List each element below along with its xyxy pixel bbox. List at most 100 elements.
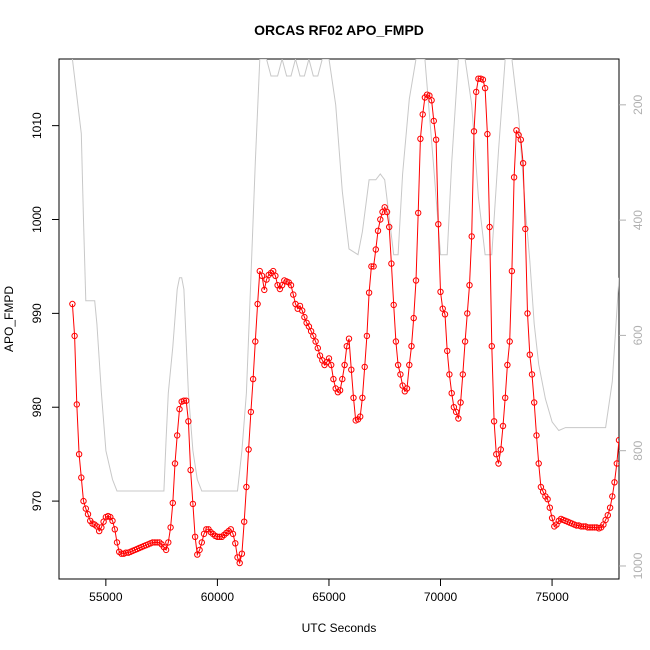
data-point: [502, 394, 509, 401]
data-point: [258, 272, 266, 279]
data-point: [517, 136, 524, 143]
data-point: [580, 523, 587, 530]
data-point: [377, 216, 384, 223]
data-point: [611, 479, 618, 486]
data-point: [203, 526, 210, 533]
data-point: [475, 75, 482, 82]
data-point: [180, 397, 188, 404]
data-point: [198, 539, 206, 546]
data-point: [446, 371, 453, 378]
data-point: [459, 371, 466, 378]
data-point: [615, 436, 619, 444]
y2-tick-label: 600: [631, 325, 645, 345]
x-tick-label: 60000: [201, 590, 235, 604]
data-point: [510, 174, 518, 181]
data-point: [432, 136, 440, 143]
y-tick-label: 970: [30, 491, 44, 511]
data-point: [444, 347, 451, 355]
data-point: [234, 554, 241, 561]
data-point: [461, 338, 469, 345]
y2-tick-label: 200: [631, 94, 645, 114]
data-point: [254, 300, 261, 308]
data-point: [464, 310, 471, 317]
data-point: [548, 514, 556, 522]
data-point: [522, 225, 529, 233]
data-point: [406, 361, 413, 369]
data-point: [187, 466, 194, 474]
series-apo-points: [69, 75, 619, 567]
data-point: [419, 111, 426, 118]
x-tick-label: 70000: [424, 590, 458, 604]
data-point: [252, 338, 259, 345]
x-axis: 55000 60000 65000 70000 75000: [89, 579, 569, 604]
data-point: [314, 344, 321, 352]
data-point: [185, 418, 192, 425]
data-point: [310, 332, 317, 340]
y-tick-label: 980: [30, 397, 44, 417]
data-point: [167, 524, 174, 531]
data-point: [524, 310, 531, 317]
plot-area-border: [58, 58, 620, 580]
data-point: [504, 361, 511, 369]
data-point: [229, 530, 237, 538]
data-point: [412, 277, 420, 284]
data-point: [486, 223, 493, 231]
data-point: [473, 88, 480, 96]
data-point: [399, 382, 406, 389]
data-point: [390, 301, 397, 309]
data-point: [191, 533, 199, 540]
data-point: [457, 399, 464, 406]
data-point: [430, 117, 437, 125]
data-point: [613, 460, 619, 467]
data-point: [417, 135, 424, 143]
data-point: [243, 483, 250, 491]
data-point: [439, 305, 446, 312]
data-point: [493, 451, 500, 458]
data-point: [528, 371, 536, 378]
y2-tick-label: 1000: [631, 552, 645, 579]
data-point: [301, 313, 308, 321]
data-point: [299, 307, 306, 314]
data-point: [533, 432, 540, 439]
data-point: [328, 361, 335, 369]
data-point: [403, 385, 411, 392]
data-point: [415, 209, 422, 217]
data-point: [383, 208, 391, 216]
data-point: [214, 533, 221, 540]
data-point: [82, 505, 90, 512]
data-point: [80, 497, 87, 505]
x-tick-label: 75000: [535, 590, 569, 604]
data-point: [526, 351, 533, 358]
data-point: [365, 289, 373, 296]
data-point: [290, 291, 297, 298]
data-point: [604, 512, 611, 519]
data-point: [171, 460, 179, 467]
data-point: [118, 550, 125, 557]
data-point: [408, 343, 415, 350]
data-point: [441, 311, 449, 318]
y-tick-label: 1010: [30, 112, 44, 139]
y2-tick-label: 400: [631, 210, 645, 230]
x-tick-label: 65000: [312, 590, 346, 604]
data-point: [490, 418, 498, 425]
y-tick-label: 1000: [30, 206, 44, 233]
data-point: [410, 314, 417, 322]
data-point: [452, 408, 460, 416]
data-point: [113, 539, 121, 546]
data-point: [241, 518, 248, 525]
data-point: [247, 408, 255, 416]
data-point: [544, 496, 551, 503]
data-point: [69, 300, 76, 308]
data-point: [497, 446, 504, 453]
data-point: [606, 504, 614, 511]
data-point: [470, 128, 478, 135]
data-point: [174, 432, 181, 439]
y-tick-label: 990: [30, 303, 44, 323]
data-point: [481, 84, 489, 92]
data-point: [261, 286, 268, 294]
y-axis: 970 980 990 1000 1010: [30, 112, 59, 511]
data-point: [359, 394, 366, 401]
data-point: [84, 511, 92, 518]
data-point: [361, 363, 368, 371]
